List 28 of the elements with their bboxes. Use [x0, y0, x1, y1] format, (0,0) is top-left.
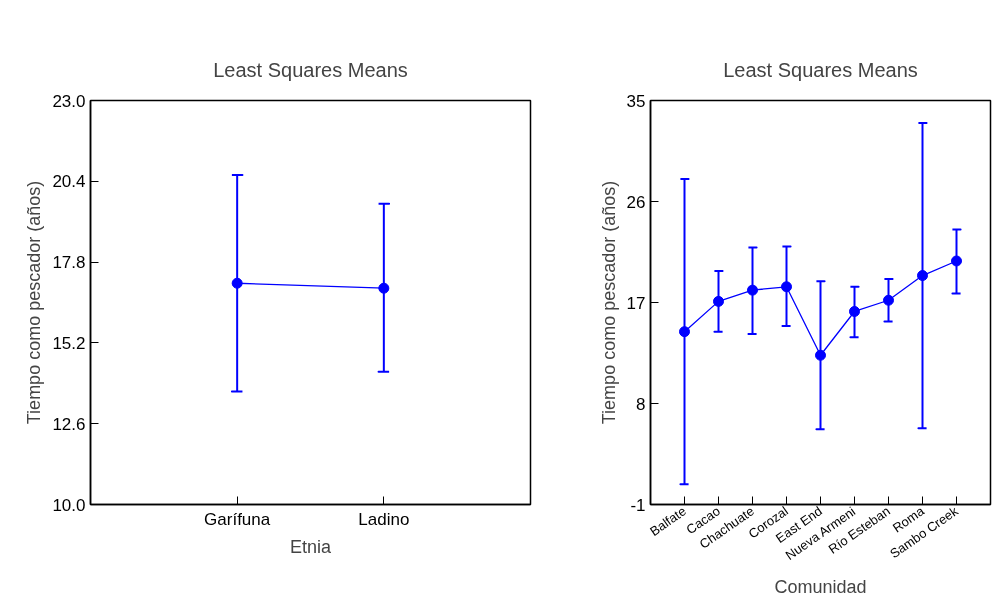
x-tick-label: Ladino: [358, 509, 410, 529]
y-tick-label: 26: [626, 192, 646, 212]
y-tick-label: 23.0: [52, 91, 86, 111]
y-tick-label: -1: [630, 495, 646, 515]
point: [917, 270, 928, 282]
y-tick-label: 20.4: [52, 172, 86, 192]
y-axis-title: Tiempo como pescador (años): [598, 180, 619, 425]
chart-title: Least Squares Means: [723, 58, 918, 81]
point: [713, 295, 724, 307]
point: [951, 255, 962, 267]
y-tick-label: 17: [626, 293, 646, 313]
y-tick-label: 35: [626, 91, 646, 111]
point: [883, 294, 894, 306]
point: [781, 281, 792, 293]
point: [679, 326, 690, 338]
point: [815, 349, 826, 361]
y-tick-label: 15.2: [52, 333, 86, 353]
x-axis-title: Etnia: [289, 536, 332, 557]
x-tick-label: Garífuna: [204, 509, 271, 529]
point: [747, 284, 758, 296]
y-axis-title: Tiempo como pescador (años): [24, 180, 45, 425]
y-tick-label: 10.0: [52, 495, 86, 515]
chart-title: Least Squares Means: [213, 58, 408, 81]
y-tick-label: 17.8: [52, 253, 86, 273]
y-tick-label: 8: [636, 394, 646, 414]
x-axis-title: Comunidad: [774, 577, 867, 598]
y-tick-label: 12.6: [52, 414, 86, 434]
point: [849, 305, 860, 317]
